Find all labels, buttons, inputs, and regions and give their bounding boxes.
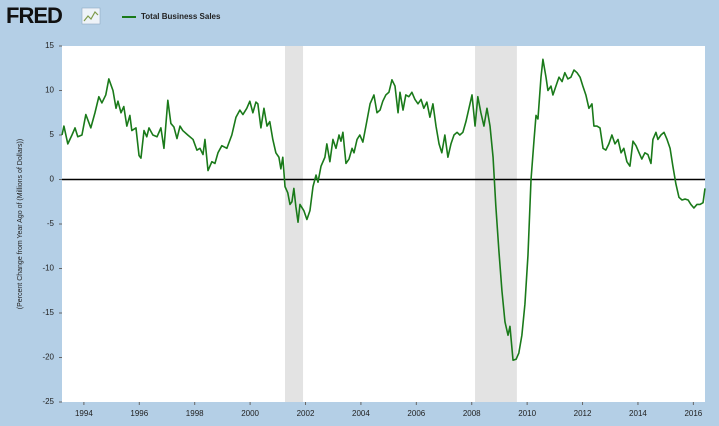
y-tick-label: 10 — [45, 86, 54, 95]
y-tick-label: 0 — [50, 175, 55, 184]
y-tick-label: -5 — [47, 219, 55, 228]
x-tick-label: 2008 — [463, 409, 481, 418]
x-tick-label: 1998 — [186, 409, 204, 418]
data-line — [61, 58, 706, 361]
legend-label: Total Business Sales — [141, 12, 221, 21]
brand-logo: FRED — [6, 3, 62, 28]
y-tick-label: 15 — [45, 41, 54, 50]
x-tick-label: 1994 — [75, 409, 93, 418]
y-tick-label: 5 — [50, 130, 55, 139]
y-tick-label: -20 — [42, 353, 54, 362]
logo-line — [83, 11, 99, 22]
logo-icon — [81, 7, 101, 25]
recession-band — [475, 46, 517, 402]
x-tick-label: 2014 — [629, 409, 647, 418]
y-tick-label: -25 — [42, 397, 54, 406]
x-tick-label: 2010 — [518, 409, 536, 418]
logo-box — [81, 7, 101, 25]
y-tick-label: -10 — [42, 264, 54, 273]
x-tick-label: 2006 — [407, 409, 425, 418]
x-tick-label: 2004 — [352, 409, 370, 418]
x-tick-label: 1996 — [130, 409, 148, 418]
x-tick-label: 2012 — [574, 409, 592, 418]
x-tick-label: 2002 — [297, 409, 315, 418]
y-axis-label: (Percent Change from Year Ago of (Millio… — [17, 139, 24, 309]
y-tick-label: -15 — [42, 308, 54, 317]
x-tick-label: 2016 — [684, 409, 702, 418]
recession-band — [285, 46, 304, 402]
x-tick-label: 2000 — [241, 409, 259, 418]
